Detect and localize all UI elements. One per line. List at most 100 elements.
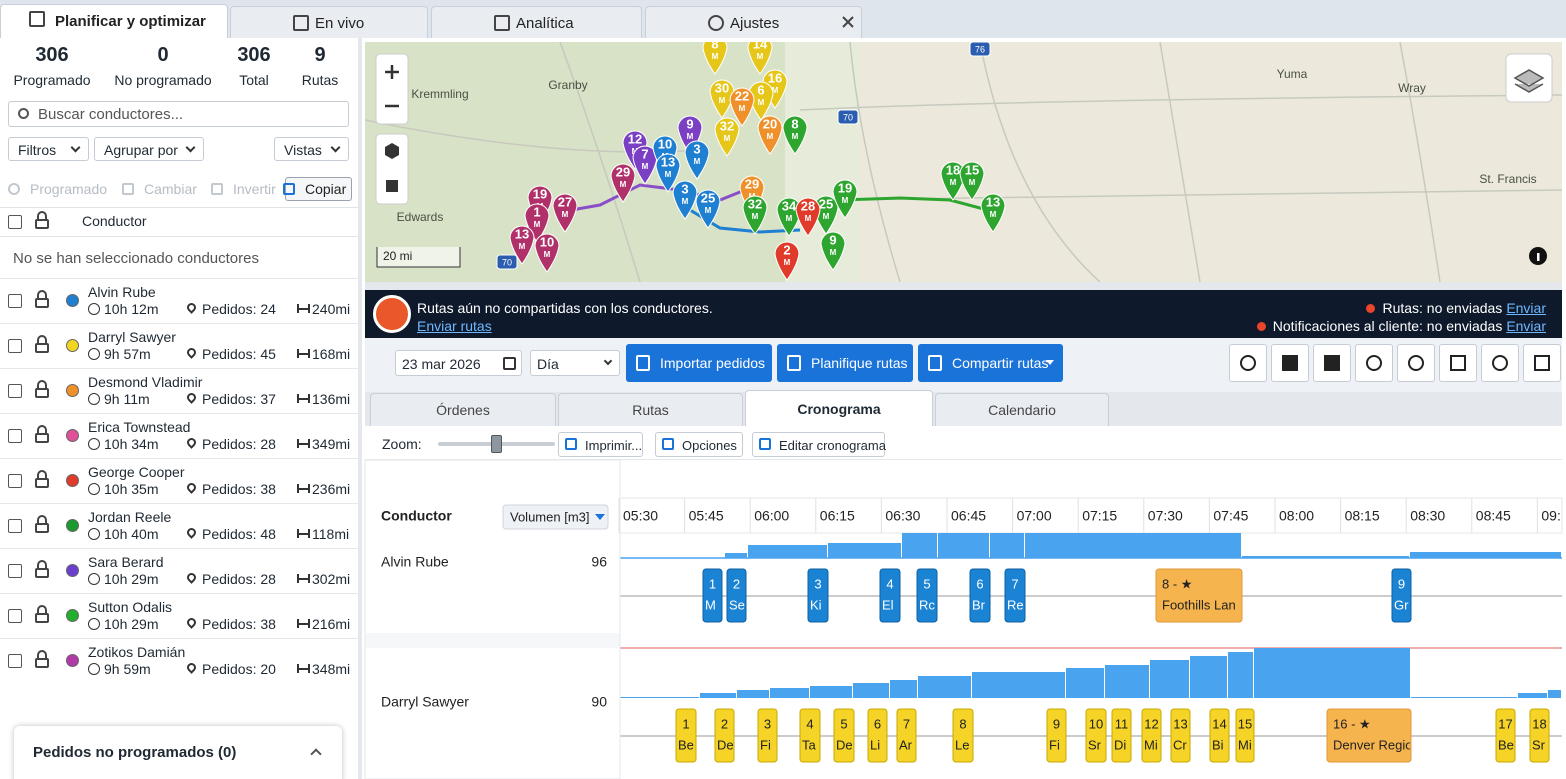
lock-body <box>35 219 49 229</box>
icon-button[interactable] <box>1355 344 1393 382</box>
checkbox[interactable] <box>8 294 22 308</box>
driver-row[interactable]: George Cooper 10h 35m Pedidos: 38 236mi <box>0 458 358 503</box>
lock-shackle[interactable] <box>37 211 47 220</box>
pin-icon <box>185 526 198 539</box>
checkbox[interactable] <box>8 339 22 353</box>
tab[interactable]: Planificar y optimizar <box>0 4 228 38</box>
pin-shape <box>632 145 658 185</box>
pin-sub: M <box>534 220 541 229</box>
stop-name: Ta <box>802 737 817 752</box>
driver-name: George Cooper <box>88 464 185 480</box>
tab-close[interactable] <box>842 15 854 28</box>
action-button[interactable]: Copiar <box>305 181 347 197</box>
lock-shackle[interactable] <box>37 605 47 614</box>
pin-number: 19 <box>533 186 547 201</box>
driver-row[interactable]: Alvin Rube 10h 12m Pedidos: 24 240mi <box>0 278 358 323</box>
filter-dropdown[interactable]: Agrupar por <box>94 137 204 161</box>
lock-shackle[interactable] <box>37 650 47 659</box>
timeline-button[interactable]: Editar cronograma <box>752 432 886 457</box>
view-select[interactable]: Día <box>530 350 620 376</box>
pin-sub: M <box>739 104 746 113</box>
lock-shackle[interactable] <box>37 290 47 299</box>
filter-dropdown[interactable]: Filtros <box>8 137 89 161</box>
search-box[interactable]: Buscar conductores... <box>8 101 349 127</box>
view-tab[interactable]: Rutas <box>558 393 743 426</box>
checkbox[interactable] <box>8 609 22 623</box>
pin-number: 13 <box>986 194 1000 209</box>
calendar-icon <box>503 357 516 370</box>
volume-profile <box>1242 556 1409 558</box>
zoom-thumb[interactable] <box>491 435 502 453</box>
tab[interactable]: Ajustes <box>645 6 862 38</box>
lock-shackle[interactable] <box>37 425 47 434</box>
driver-row[interactable]: Sara Berard 10h 29m Pedidos: 28 302mi <box>0 548 358 593</box>
lock-shackle[interactable] <box>37 380 47 389</box>
send-link[interactable]: Enviar <box>1506 300 1546 316</box>
toolbar-button[interactable]: Importar pedidos <box>626 344 772 382</box>
icon-button[interactable] <box>1229 344 1267 382</box>
map-pin: 34M <box>776 197 802 237</box>
stop-text: 18 Sr <box>1532 716 1547 752</box>
checkbox[interactable] <box>8 384 22 398</box>
stop-block: 3 Ki <box>807 568 829 623</box>
checkbox[interactable] <box>8 564 22 578</box>
timeline-button[interactable]: Opciones <box>655 432 743 457</box>
volume-profile <box>902 533 937 558</box>
pin-number: 32 <box>748 196 762 211</box>
driver-row[interactable]: Jordan Reele 10h 40m Pedidos: 48 118mi <box>0 503 358 548</box>
dropdown-caret <box>595 514 605 520</box>
driver-row[interactable]: Erica Townstead 10h 34m Pedidos: 28 349mi <box>0 413 358 458</box>
copy-button[interactable] <box>285 177 352 201</box>
clock-icon <box>88 303 100 315</box>
icon-button[interactable] <box>1397 344 1435 382</box>
unscheduled-panel[interactable]: Pedidos no programados (0) <box>14 726 342 779</box>
stop-name: El <box>882 597 894 612</box>
driver-name: Erica Townstead <box>88 419 191 435</box>
driver-row[interactable]: Desmond Vladimir 9h 11m Pedidos: 37 136mi <box>0 368 358 413</box>
checkbox[interactable] <box>8 474 22 488</box>
distance-icon <box>297 304 310 313</box>
view-tab[interactable]: Órdenes <box>370 393 556 426</box>
status-text: Rutas: no enviadas <box>1382 300 1503 316</box>
tab[interactable]: Analítica <box>431 6 642 38</box>
timeline-button[interactable]: Imprimir... <box>558 432 643 457</box>
driver-row[interactable]: Zotikos Damián 9h 59m Pedidos: 20 348mi <box>0 638 358 683</box>
lock-shackle[interactable] <box>37 470 47 479</box>
map-pin: 15M <box>959 161 985 201</box>
checkbox[interactable] <box>8 654 22 668</box>
stop-name: Di <box>1114 737 1126 752</box>
dropdown-label: Agrupar por <box>104 142 178 158</box>
icon-button[interactable] <box>1271 344 1309 382</box>
stop-name: Li <box>870 737 880 752</box>
toolbar-button[interactable]: Compartir rutas <box>918 344 1063 382</box>
place-label: Granby <box>548 78 587 92</box>
lock-shackle[interactable] <box>37 515 47 524</box>
checkbox[interactable] <box>8 215 22 229</box>
icon-button[interactable] <box>1439 344 1477 382</box>
stop-name: Ki <box>810 597 822 612</box>
map-pin: 7M <box>632 145 658 185</box>
icon-button[interactable] <box>1313 344 1351 382</box>
pin-icon <box>185 571 198 584</box>
checkbox[interactable] <box>8 519 22 533</box>
lock-shackle[interactable] <box>37 560 47 569</box>
stop-box <box>1326 708 1412 763</box>
icon-button[interactable] <box>1523 344 1561 382</box>
view-tab[interactable]: Cronograma <box>745 390 933 426</box>
map-pin: 9M <box>820 231 846 271</box>
driver-row[interactable]: Darryl Sawyer 9h 57m Pedidos: 45 168mi <box>0 323 358 368</box>
filter-dropdown[interactable]: Vistas <box>274 137 349 161</box>
tab[interactable]: En vivo <box>230 6 428 38</box>
lock-shackle[interactable] <box>37 335 47 344</box>
view-tab[interactable]: Calendario <box>935 393 1109 426</box>
checkbox[interactable] <box>8 429 22 443</box>
search-placeholder: Buscar conductores... <box>38 106 184 123</box>
banner-link[interactable]: Enviar rutas <box>417 318 492 334</box>
toolbar-button[interactable]: Planifique rutas <box>777 344 913 382</box>
date-input[interactable]: 23 mar 2026 <box>395 350 522 376</box>
icon-button[interactable] <box>1481 344 1519 382</box>
stop-text: 3 Ki <box>810 576 822 612</box>
driver-row[interactable]: Sutton Odalis 10h 29m Pedidos: 38 216mi <box>0 593 358 638</box>
send-link[interactable]: Enviar <box>1506 318 1546 334</box>
